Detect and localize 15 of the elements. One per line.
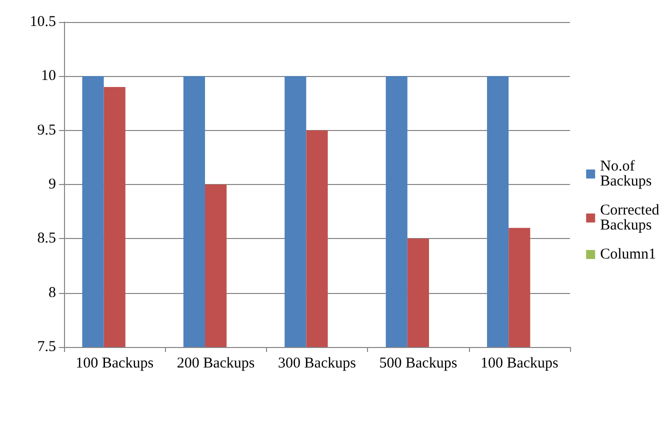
y-tick-label: 8: [48, 284, 56, 301]
y-tick-label: 7.5: [37, 339, 56, 355]
x-tick-label: 300 Backups: [278, 356, 356, 372]
x-tick-label: 100 Backups: [76, 356, 154, 372]
x-tick-label: 500 Backups: [379, 356, 458, 372]
y-tick-label: 8.5: [37, 230, 56, 247]
x-tick-label: 100 Backups: [480, 356, 559, 372]
y-tick-label: 9.5: [37, 122, 56, 138]
legend-label: Column1: [600, 246, 656, 262]
y-tick-label: 10: [41, 68, 56, 84]
y-tick-label: 9: [48, 176, 56, 192]
y-tick-label: 10.5: [30, 14, 56, 30]
legend-label: No.of Backups: [600, 158, 652, 190]
legend-label: Corrected Backups: [600, 202, 664, 234]
x-tick-label: 200 Backups: [176, 356, 255, 372]
